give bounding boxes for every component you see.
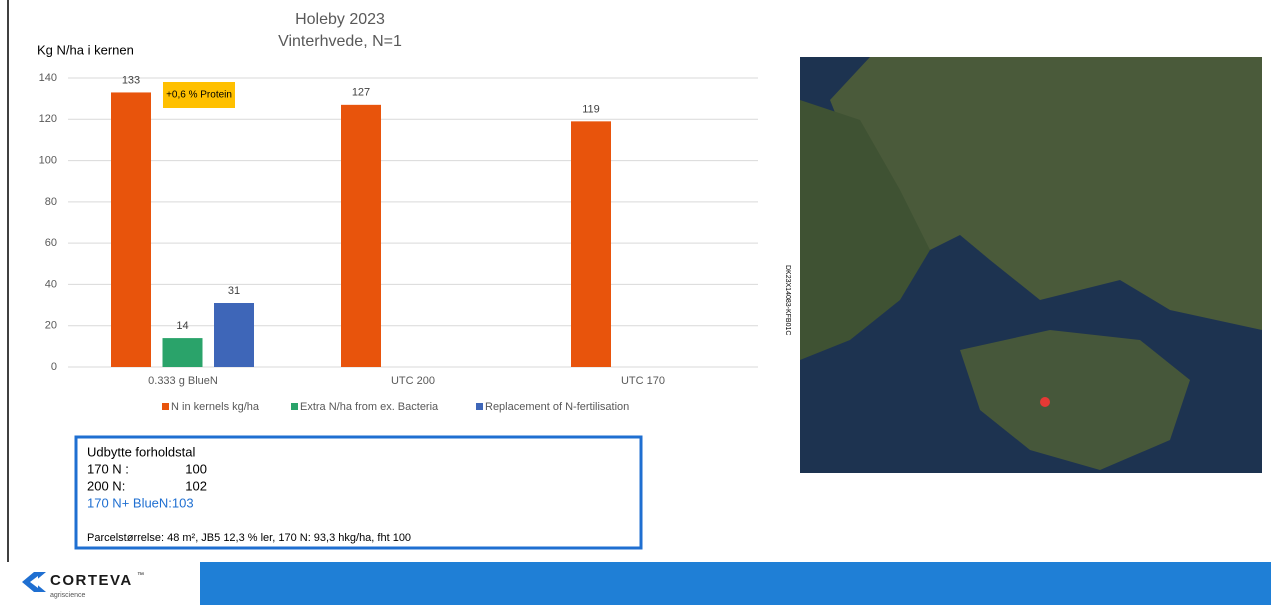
slide: Holeby 2023 Vinterhvede, N=1 Kg N/ha i k… [0, 0, 1271, 605]
data-label: 31 [228, 285, 240, 297]
info-row-value: 102 [185, 478, 207, 493]
legend-swatch [162, 403, 169, 410]
y-tick-label: 0 [51, 361, 57, 373]
x-tick-label: UTC 170 [621, 375, 665, 387]
legend-swatch [476, 403, 483, 410]
bar [341, 105, 381, 367]
info-row-label: 200 N: [87, 478, 125, 493]
chart: Holeby 2023 Vinterhvede, N=1 Kg N/ha i k… [0, 0, 1271, 605]
bar [163, 338, 203, 367]
info-highlight: 170 N+ BlueN:103 [87, 495, 194, 510]
logo-name: CORTEVA [50, 572, 133, 589]
logo-mark: ™ [137, 572, 144, 579]
y-tick-label: 80 [45, 196, 57, 208]
legend-label: N in kernels kg/ha [171, 401, 260, 413]
map [800, 57, 1262, 473]
bar [571, 121, 611, 367]
chart-subtitle: Vinterhvede, N=1 [278, 33, 402, 50]
y-tick-label: 60 [45, 237, 57, 249]
y-tick-label: 140 [39, 72, 57, 84]
info-title: Udbytte forholdstal [87, 444, 196, 459]
bar [214, 303, 254, 367]
info-row-label: 170 N : [87, 461, 129, 476]
info-row-value: 100 [185, 461, 207, 476]
legend-label: Replacement of N-fertilisation [485, 401, 629, 413]
footer-bar [200, 562, 1271, 605]
y-tick-label: 100 [39, 154, 57, 166]
data-label: 133 [122, 74, 140, 86]
x-tick-label: UTC 200 [391, 375, 435, 387]
logo [22, 572, 46, 592]
data-label: 127 [352, 87, 370, 99]
y-tick-label: 20 [45, 320, 57, 332]
y-axis-label: Kg N/ha i kernen [37, 42, 134, 57]
map-code: DK23X14083-KFB01C [784, 265, 791, 335]
y-tick-label: 40 [45, 278, 57, 290]
legend-label: Extra N/ha from ex. Bacteria [300, 401, 439, 413]
bar [111, 92, 151, 367]
data-label: 119 [582, 103, 600, 115]
info-note: Parcelstørrelse: 48 m², JB5 12,3 % ler, … [87, 532, 411, 544]
annotation: +0,6 % Protein [166, 90, 232, 101]
y-tick-label: 120 [39, 113, 57, 125]
data-label: 14 [176, 320, 188, 332]
logo-tagline: agriscience [50, 592, 86, 599]
legend-swatch [291, 403, 298, 410]
chart-title: Holeby 2023 [295, 11, 385, 28]
plot: 0 20 40 60 80 100 120 140 0.333 g BlueN 133 14 31 UT… [39, 72, 758, 413]
x-tick-label: 0.333 g BlueN [148, 375, 218, 387]
